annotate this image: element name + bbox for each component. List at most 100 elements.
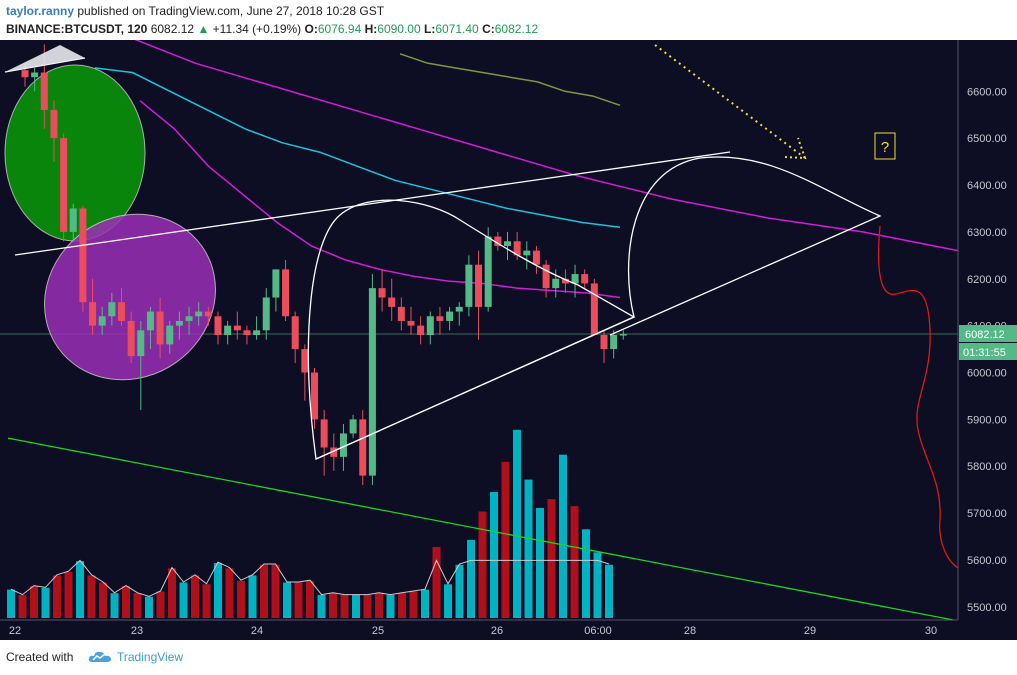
candle-body bbox=[417, 325, 425, 336]
volume-bar bbox=[145, 596, 153, 618]
price-tick-label: 5500.00 bbox=[967, 602, 1007, 614]
candle-body bbox=[407, 320, 415, 326]
candle-body bbox=[330, 447, 338, 457]
volume-bar bbox=[375, 593, 383, 618]
candle-body bbox=[214, 316, 222, 336]
volume-bar bbox=[271, 564, 280, 618]
candle-body bbox=[253, 330, 261, 336]
author-name[interactable]: taylor.ranny bbox=[6, 4, 75, 18]
chart-header: taylor.ranny published on TradingView.co… bbox=[0, 0, 1017, 40]
time-tick-label: 26 bbox=[491, 625, 503, 637]
time-axis-labels: 22 23 24 25 26 06:00 28 29 30 bbox=[9, 625, 937, 637]
publish-line: taylor.ranny published on TradingView.co… bbox=[6, 4, 384, 18]
volume-bar bbox=[133, 593, 142, 618]
resistance-line bbox=[14, 151, 731, 256]
candle-body bbox=[98, 316, 106, 326]
volume-bar bbox=[329, 593, 337, 618]
volume-bar bbox=[110, 593, 119, 618]
cyan-moving-average bbox=[94, 67, 621, 228]
yellow-arrow-head bbox=[784, 137, 807, 160]
price-chart[interactable]: ? 5500.00 5600.00 5700.00 5800.00 5900.00 600… bbox=[0, 40, 1017, 640]
time-tick-label: 25 bbox=[372, 625, 384, 637]
red-projection-line bbox=[877, 225, 959, 569]
candle-body bbox=[484, 236, 492, 307]
publish-info: published on TradingView.com, June 27, 2… bbox=[77, 4, 385, 18]
tradingview-brand[interactable]: TradingView bbox=[117, 650, 184, 664]
symbol-name[interactable]: BINANCE:BTCUSDT, 120 bbox=[6, 22, 148, 36]
volume-bar bbox=[524, 479, 533, 618]
volume-bar bbox=[559, 454, 567, 618]
candle-body bbox=[243, 330, 251, 336]
volume-bar bbox=[317, 594, 326, 618]
volume-bar bbox=[30, 586, 38, 618]
candle-body bbox=[397, 306, 405, 321]
candle-body bbox=[513, 241, 521, 256]
candle-body bbox=[69, 208, 77, 232]
candle-body bbox=[619, 334, 627, 336]
candle-body bbox=[320, 419, 328, 448]
volume-bar bbox=[501, 461, 510, 618]
magenta-moving-average bbox=[139, 100, 621, 299]
volume-bar bbox=[478, 511, 487, 618]
price-change: +11.34 (+0.19%) bbox=[212, 22, 302, 36]
candle-body bbox=[504, 241, 511, 246]
time-axis[interactable] bbox=[0, 620, 1017, 640]
time-tick-label: 29 bbox=[804, 625, 816, 637]
volume-bar bbox=[605, 564, 613, 618]
volume-bar bbox=[294, 582, 303, 618]
volume-bar bbox=[570, 506, 579, 618]
volume-bars bbox=[7, 429, 613, 618]
volume-bar bbox=[168, 568, 176, 618]
price-tick-label: 6600.00 bbox=[967, 86, 1007, 98]
last-price-tag bbox=[959, 325, 1017, 343]
candle-body bbox=[31, 72, 39, 78]
candle-body bbox=[301, 349, 309, 373]
volume-bar bbox=[64, 571, 73, 618]
candle-body bbox=[60, 138, 68, 232]
volume-bar bbox=[260, 564, 268, 618]
volume-bar bbox=[156, 591, 165, 618]
volume-bar bbox=[41, 587, 50, 618]
volume-bar bbox=[467, 539, 475, 618]
volume-bar bbox=[340, 594, 349, 618]
volume-bar bbox=[352, 594, 360, 618]
tradingview-cloud-icon[interactable] bbox=[88, 649, 112, 665]
candle-body bbox=[600, 335, 608, 350]
candle-body bbox=[465, 264, 473, 307]
volume-bar bbox=[444, 584, 452, 618]
candle-body bbox=[146, 311, 154, 331]
volume-bar bbox=[87, 575, 96, 618]
question-mark: ? bbox=[881, 139, 889, 156]
high-label: H: bbox=[364, 22, 378, 36]
volume-ma-line bbox=[10, 559, 610, 597]
volume-bar bbox=[386, 594, 395, 618]
symbol-line: BINANCE:BTCUSDT, 120 6082.12 ▲ +11.34 (+… bbox=[6, 22, 538, 36]
candle-body bbox=[282, 269, 290, 317]
close-value: 6082.12 bbox=[494, 22, 539, 36]
candle-body bbox=[127, 320, 135, 357]
forecast-cup-pattern bbox=[609, 156, 882, 336]
candle-body bbox=[291, 316, 299, 350]
candle-body bbox=[610, 335, 618, 350]
candle-body bbox=[378, 288, 386, 298]
candle-body bbox=[156, 311, 164, 345]
candle-body bbox=[523, 250, 531, 256]
candle-body bbox=[262, 297, 270, 331]
candle-body bbox=[166, 325, 174, 345]
candle-body bbox=[590, 283, 598, 336]
candle-body bbox=[532, 250, 540, 265]
volume-bar bbox=[7, 589, 15, 618]
price-tick-label: 5800.00 bbox=[967, 461, 1007, 473]
candle-body bbox=[455, 306, 463, 312]
candle-body bbox=[446, 311, 454, 321]
volume-bar bbox=[53, 575, 61, 618]
change-arrow-icon: ▲ bbox=[197, 22, 210, 36]
candle-body bbox=[272, 269, 280, 298]
volume-bar bbox=[513, 429, 521, 618]
candle-body bbox=[175, 320, 183, 326]
volume-bar bbox=[237, 580, 245, 618]
time-tick-label: 28 bbox=[684, 625, 696, 637]
question-box bbox=[874, 132, 896, 160]
close-label: C: bbox=[482, 22, 495, 36]
candle-body bbox=[339, 433, 347, 457]
